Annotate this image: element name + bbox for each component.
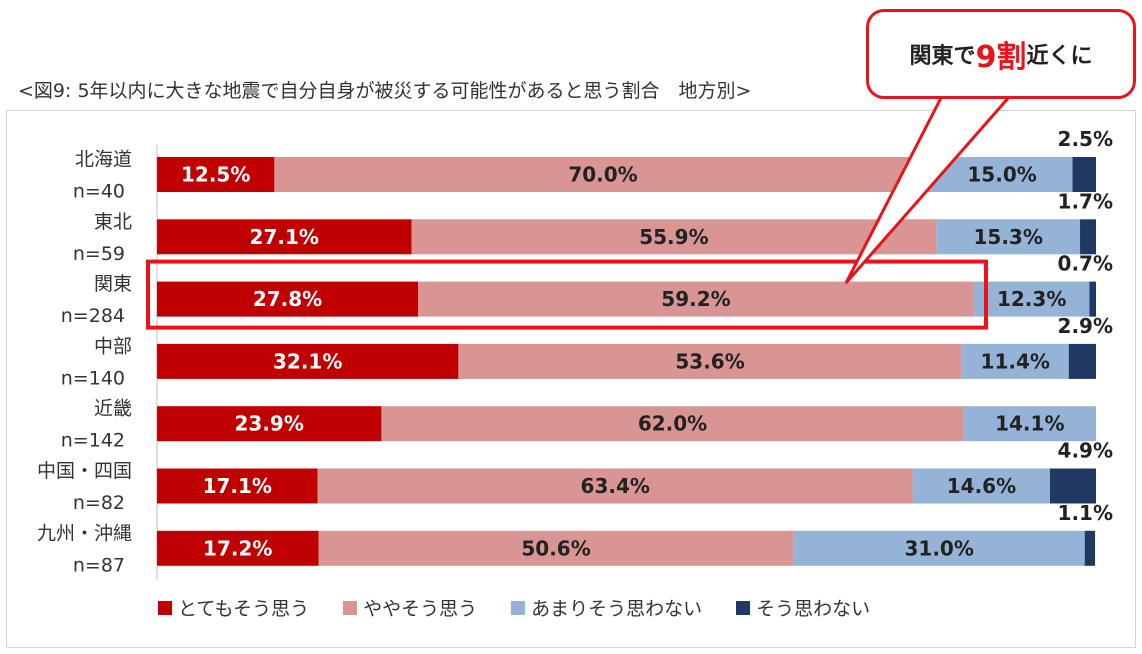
- data-label-somewhat: 70.0%: [568, 163, 637, 187]
- category-label: 東北: [94, 211, 132, 233]
- legend-swatch: [511, 600, 526, 615]
- bar-not-much: [931, 157, 1073, 192]
- category-n-label: n=59: [73, 243, 125, 265]
- bar-not: [1084, 530, 1096, 566]
- legend-label: とてもそう思う: [178, 598, 310, 620]
- bar-not-much: [912, 468, 1050, 504]
- category-label: 近畿: [94, 398, 132, 420]
- data-label-very: 17.2%: [203, 536, 272, 560]
- data-label-somewhat: 50.6%: [521, 536, 590, 560]
- bar-very: [157, 281, 419, 317]
- bar-very: [157, 157, 275, 192]
- bar-not: [1080, 219, 1096, 255]
- data-label-not-much: 15.0%: [967, 163, 1036, 187]
- bar-not: [1049, 468, 1096, 504]
- bar-very: [157, 406, 382, 442]
- bar-somewhat: [411, 219, 937, 255]
- data-label-not-much: 11.4%: [981, 349, 1050, 373]
- bar-not: [1089, 281, 1096, 317]
- bar-somewhat: [317, 468, 913, 504]
- data-label-somewhat: 63.4%: [581, 474, 650, 498]
- data-label-not: 2.5%: [1058, 127, 1113, 151]
- category-label: 中国・四国: [37, 460, 132, 482]
- data-label-very: 23.9%: [235, 412, 304, 436]
- data-label-very: 32.1%: [273, 349, 342, 373]
- legend-item-somewhat: ややそう思う: [343, 594, 477, 621]
- legend-swatch: [736, 600, 751, 615]
- data-label-not: 1.1%: [1058, 501, 1113, 525]
- bar-very: [157, 343, 459, 379]
- legend-item-not: そう思わない: [736, 594, 870, 621]
- bar-not-much: [936, 219, 1081, 255]
- callout-box: 関東で 9割 近くに: [866, 9, 1136, 99]
- category-n-label: n=140: [61, 367, 125, 389]
- bar-not-much: [793, 530, 1085, 566]
- data-label-somewhat: 53.6%: [675, 349, 744, 373]
- bar-not-much: [961, 343, 1069, 379]
- data-label-somewhat: 59.2%: [661, 287, 730, 311]
- bar-somewhat: [418, 281, 974, 317]
- callout-post: 近くに: [1026, 44, 1093, 69]
- data-label-not: 4.9%: [1058, 439, 1113, 463]
- data-label-not-much: 31.0%: [904, 536, 973, 560]
- data-label-very: 27.8%: [253, 287, 322, 311]
- legend-label: ややそう思う: [363, 598, 478, 620]
- data-label-not: 1.7%: [1058, 189, 1113, 213]
- legend-swatch: [158, 600, 172, 615]
- bar-very: [157, 219, 412, 255]
- data-label-not: 0.7%: [1058, 252, 1113, 276]
- callout-pre: 関東で: [909, 44, 976, 69]
- category-n-label: n=284: [61, 305, 125, 327]
- data-label-somewhat: 55.9%: [639, 225, 708, 249]
- chart-title: <図9: 5年以内に大きな地震で自分自身が被災する可能性があると思う割合 地方別…: [18, 80, 752, 102]
- data-label-somewhat: 62.0%: [638, 412, 707, 436]
- legend-label: あまりそう思わない: [531, 598, 703, 620]
- callout-highlight: 9割: [975, 40, 1027, 75]
- data-label-very: 27.1%: [250, 225, 319, 249]
- category-label: 関東: [94, 273, 132, 295]
- legend-item-very: とてもそう思う: [158, 594, 309, 621]
- data-label-not: 2.9%: [1058, 314, 1113, 338]
- plot-frame: [6, 110, 1136, 648]
- category-n-label: n=87: [73, 554, 125, 576]
- highlight-box: [146, 259, 988, 330]
- category-n-label: n=40: [73, 181, 125, 203]
- bar-somewhat: [381, 406, 964, 442]
- category-n-label: n=82: [73, 492, 125, 514]
- legend-item-not-much: あまりそう思わない: [511, 594, 702, 621]
- bar-somewhat: [318, 530, 794, 566]
- bar-not: [1072, 157, 1096, 192]
- data-label-not-much: 15.3%: [974, 225, 1043, 249]
- data-label-not-much: 14.6%: [947, 474, 1016, 498]
- bar-not-much: [973, 281, 1090, 317]
- bar-not: [1068, 343, 1096, 379]
- category-label: 北海道: [75, 149, 132, 171]
- data-label-not-much: 12.3%: [997, 287, 1066, 311]
- category-label: 中部: [94, 335, 132, 357]
- legend-swatch: [343, 600, 358, 615]
- bar-very: [157, 530, 319, 566]
- bar-not-much: [963, 406, 1096, 442]
- data-label-very: 12.5%: [181, 163, 250, 187]
- bar-somewhat: [458, 343, 962, 379]
- legend: とてもそう思う ややそう思う あまりそう思わない そう思わない: [158, 594, 870, 621]
- data-label-not-much: 14.1%: [995, 412, 1064, 436]
- bar-very: [157, 468, 318, 504]
- legend-label: そう思わない: [756, 598, 871, 620]
- category-label: 九州・沖縄: [37, 522, 132, 544]
- bar-somewhat: [274, 157, 932, 192]
- data-label-very: 17.1%: [203, 474, 272, 498]
- category-n-label: n=142: [61, 430, 125, 452]
